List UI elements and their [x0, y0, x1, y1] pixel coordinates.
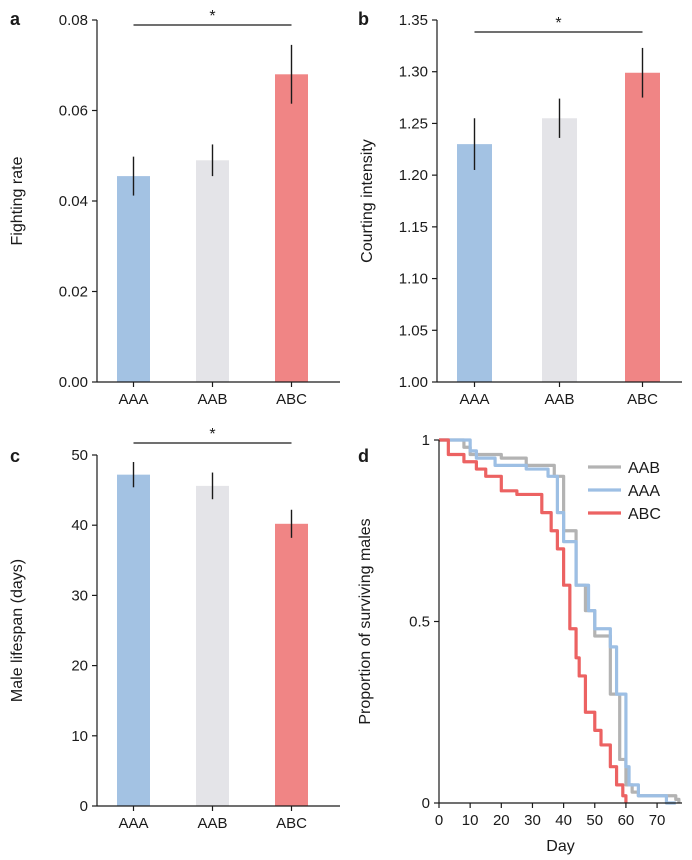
y-tick-label: 0.00 [59, 374, 88, 391]
y-tick-label: 0.02 [59, 284, 88, 301]
y-tick-label: 50 [71, 447, 88, 464]
y-tick-label: 0.08 [59, 12, 88, 29]
x-tick-label-abc: ABC [276, 815, 307, 832]
y-tick-label: 1.15 [399, 219, 428, 236]
x-tick-label-aab: AAB [197, 815, 227, 832]
y-tick-label: 0 [422, 795, 430, 812]
y-tick-label: 1.05 [399, 322, 428, 339]
legend-label-aaa: AAA [628, 483, 660, 500]
x-tick-label-aab: AAB [197, 391, 227, 408]
panel-c-male-lifespan-chart: AAA AAB ABC 0 10 20 30 40 50 Male lifespan (days)… [9, 426, 340, 832]
significance-asterisk: * [209, 426, 215, 443]
y-tick-label: 0 [80, 798, 88, 815]
x-tick-label: 20 [493, 812, 510, 829]
y-tick-label: 1 [422, 432, 430, 449]
panel-d-survival-chart: 0 10 20 30 40 50 60 70 0 0.5 1 Day Proportion of sur… [357, 432, 682, 855]
y-tick-label: 1.20 [399, 167, 428, 184]
x-tick-label: 40 [555, 812, 572, 829]
x-tick-label-aaa: AAA [459, 391, 489, 408]
x-tick-label-abc: ABC [627, 391, 658, 408]
survival-line-abc [439, 438, 628, 803]
bar-aaa [117, 176, 150, 382]
x-tick-label: 10 [462, 812, 479, 829]
bar-aab [542, 118, 577, 382]
x-tick-label-abc: ABC [276, 391, 307, 408]
panel-b-courting-intensity-chart: AAA AAB ABC 1.00 1.05 1.10 1.15 1.20 1.25 1.30 1.3… [359, 12, 682, 408]
y-axis-label: Proportion of surviving males [357, 518, 374, 724]
y-axis-label: Fighting rate [9, 156, 26, 245]
bar-abc [625, 72, 660, 383]
x-axis-label: Day [546, 838, 574, 855]
y-tick-label: 0.04 [59, 193, 88, 210]
y-tick-label: 20 [71, 658, 88, 675]
bar-aaa [457, 144, 492, 382]
x-tick-label-aaa: AAA [118, 391, 148, 408]
y-axis-label: Courting intensity [359, 139, 376, 263]
panel-label-d: d [358, 446, 369, 466]
y-axis-label: Male lifespan (days) [9, 559, 26, 702]
panel-label-b: b [358, 9, 369, 29]
y-tick-label: 30 [71, 587, 88, 604]
panel-a-fighting-rate-chart: AAA AAB ABC 0.00 0.02 0.04 0.06 0.08 Fighting ra… [9, 8, 340, 408]
y-tick-label: 1.25 [399, 115, 428, 132]
x-tick-label: 0 [435, 812, 443, 829]
x-tick-label: 30 [524, 812, 541, 829]
bar-aaa [117, 474, 150, 806]
y-tick-label: 1.30 [399, 64, 428, 81]
y-tick-label: 10 [71, 728, 88, 745]
y-tick-label: 1.00 [399, 374, 428, 391]
survival-line-aaa [439, 438, 676, 805]
x-tick-label-aab: AAB [544, 391, 574, 408]
x-tick-label-aaa: AAA [118, 815, 148, 832]
bar-aab [196, 160, 229, 382]
legend-label-aab: AAB [628, 460, 660, 477]
y-tick-label: 0.5 [409, 614, 430, 631]
y-tick-label: 1.10 [399, 271, 428, 288]
x-tick-label: 60 [618, 812, 635, 829]
x-tick-label: 50 [586, 812, 603, 829]
y-tick-label: 40 [71, 517, 88, 534]
bar-abc [275, 523, 308, 806]
x-tick-label: 70 [649, 812, 666, 829]
y-tick-label: 0.06 [59, 103, 88, 120]
bar-aab [196, 485, 229, 806]
panel-label-c: c [10, 446, 20, 466]
panel-label-a: a [10, 9, 21, 29]
significance-asterisk: * [555, 15, 561, 32]
y-tick-label: 1.35 [399, 12, 428, 29]
legend-label-abc: ABC [628, 506, 661, 523]
bar-abc [275, 74, 308, 383]
significance-asterisk: * [209, 8, 215, 25]
